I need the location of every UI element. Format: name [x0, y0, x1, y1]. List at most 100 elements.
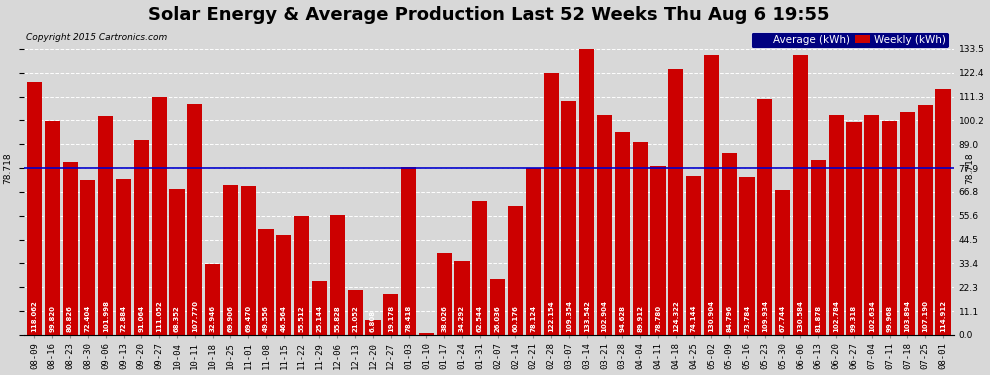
Bar	[686, 176, 701, 335]
Bar	[258, 229, 273, 335]
Bar	[80, 180, 95, 335]
Text: 91.064: 91.064	[139, 304, 145, 332]
Text: 80.826: 80.826	[67, 305, 73, 332]
Bar	[401, 167, 416, 335]
Bar	[437, 254, 451, 335]
Bar	[62, 162, 77, 335]
Bar	[454, 261, 469, 335]
Bar	[544, 73, 558, 335]
Bar	[793, 55, 808, 335]
Bar	[151, 97, 166, 335]
Bar	[650, 166, 665, 335]
Bar	[775, 190, 790, 335]
Text: 62.544: 62.544	[477, 305, 483, 332]
Bar	[722, 153, 737, 335]
Text: 101.998: 101.998	[103, 300, 109, 332]
Bar	[276, 235, 291, 335]
Text: 49.556: 49.556	[263, 305, 269, 332]
Text: 103.894: 103.894	[905, 300, 911, 332]
Bar	[811, 159, 826, 335]
Bar	[116, 179, 131, 335]
Bar	[900, 112, 915, 335]
Text: 114.912: 114.912	[940, 300, 946, 332]
Bar	[347, 290, 362, 335]
Text: 107.190: 107.190	[923, 300, 929, 332]
Bar	[561, 101, 576, 335]
Bar	[936, 89, 950, 335]
Bar	[668, 69, 683, 335]
Bar	[597, 114, 612, 335]
Text: 130.904: 130.904	[709, 300, 715, 332]
Text: 72.884: 72.884	[121, 304, 127, 332]
Text: 34.292: 34.292	[459, 305, 465, 332]
Bar	[740, 177, 754, 335]
Text: 99.820: 99.820	[50, 305, 55, 332]
Text: 21.052: 21.052	[352, 305, 358, 332]
Text: 81.878: 81.878	[816, 304, 822, 332]
Bar	[918, 105, 933, 335]
Text: 78.718: 78.718	[965, 152, 974, 184]
Text: 107.770: 107.770	[192, 300, 198, 332]
Bar	[187, 104, 202, 335]
Bar	[829, 115, 843, 335]
Text: 55.828: 55.828	[335, 305, 341, 332]
Bar	[526, 168, 541, 335]
Bar	[27, 82, 42, 335]
Bar	[704, 54, 719, 335]
Text: 78.718: 78.718	[4, 152, 13, 184]
Bar	[330, 215, 345, 335]
Bar	[134, 140, 148, 335]
Bar	[757, 99, 772, 335]
Bar	[864, 115, 879, 335]
Text: 78.124: 78.124	[531, 304, 537, 332]
Bar	[490, 279, 505, 335]
Bar	[294, 216, 309, 335]
Text: 69.470: 69.470	[246, 304, 251, 332]
Text: 73.784: 73.784	[744, 304, 750, 332]
Text: 122.154: 122.154	[548, 300, 554, 332]
Text: 78.780: 78.780	[655, 304, 661, 332]
Bar	[472, 201, 487, 335]
Bar	[633, 142, 647, 335]
Text: 130.584: 130.584	[798, 300, 804, 332]
Text: 19.178: 19.178	[388, 304, 394, 332]
Text: 102.904: 102.904	[602, 300, 608, 332]
Text: 89.912: 89.912	[638, 305, 644, 332]
Text: 67.744: 67.744	[780, 304, 786, 332]
Title: Solar Energy & Average Production Last 52 Weeks Thu Aug 6 19:55: Solar Energy & Average Production Last 5…	[148, 6, 830, 24]
Bar	[205, 264, 220, 335]
Text: 74.144: 74.144	[691, 304, 697, 332]
Bar	[45, 121, 59, 335]
Text: 124.322: 124.322	[673, 300, 679, 332]
Bar	[882, 121, 897, 335]
Text: 68.352: 68.352	[174, 305, 180, 332]
Bar	[579, 49, 594, 335]
Text: 25.144: 25.144	[317, 304, 323, 332]
Bar	[312, 281, 327, 335]
Bar	[419, 333, 434, 335]
Text: 78.418: 78.418	[406, 304, 412, 332]
Legend: Average (kWh), Weekly (kWh): Average (kWh), Weekly (kWh)	[750, 32, 948, 48]
Text: 46.564: 46.564	[281, 305, 287, 332]
Text: 133.542: 133.542	[584, 300, 590, 332]
Text: 102.634: 102.634	[869, 300, 875, 332]
Bar	[615, 132, 630, 335]
Text: 26.036: 26.036	[495, 305, 501, 332]
Text: 99.968: 99.968	[887, 305, 893, 332]
Text: 72.404: 72.404	[85, 304, 91, 332]
Text: 55.512: 55.512	[299, 305, 305, 332]
Bar	[223, 185, 238, 335]
Bar	[846, 122, 861, 335]
Text: Copyright 2015 Cartronics.com: Copyright 2015 Cartronics.com	[26, 33, 167, 42]
Bar	[365, 320, 380, 335]
Text: 111.052: 111.052	[156, 300, 162, 332]
Text: 109.354: 109.354	[566, 300, 572, 332]
Text: 94.628: 94.628	[620, 305, 626, 332]
Text: 99.318: 99.318	[851, 304, 857, 332]
Text: 109.934: 109.934	[762, 300, 768, 332]
Bar	[98, 117, 113, 335]
Text: 38.026: 38.026	[442, 305, 447, 332]
Text: 6.808: 6.808	[370, 310, 376, 332]
Text: 32.946: 32.946	[210, 305, 216, 332]
Bar	[383, 294, 398, 335]
